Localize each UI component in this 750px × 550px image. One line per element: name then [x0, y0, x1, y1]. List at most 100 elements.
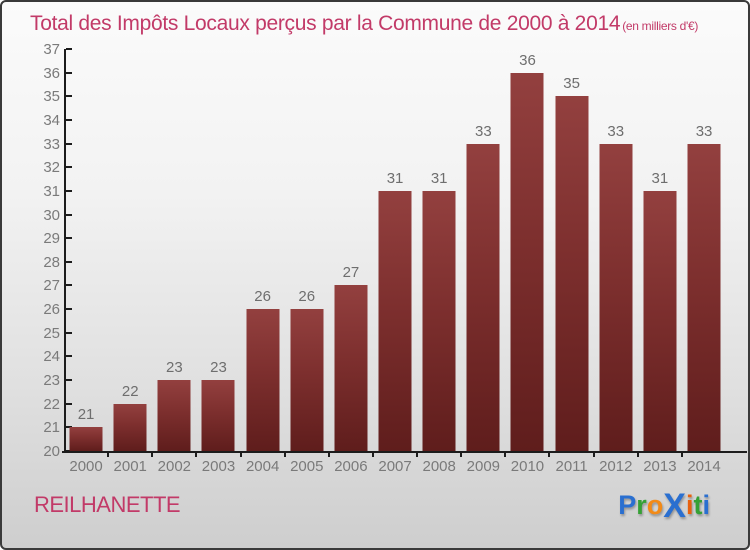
y-axis-tick-label: 30 — [43, 206, 60, 224]
x-axis-line — [62, 451, 747, 453]
bar-slot: 26 2004 — [241, 49, 285, 475]
proxiti-logo-letter: i — [685, 490, 694, 520]
x-axis-boundary-tick — [592, 453, 595, 457]
x-axis-tick-label: 2008 — [422, 458, 456, 475]
proxiti-logo[interactable]: ProXiti — [618, 487, 710, 525]
bar-slot: 33 2012 — [594, 49, 638, 475]
bar — [687, 143, 721, 451]
x-axis-tick-label: 2006 — [334, 458, 368, 475]
bar — [69, 427, 103, 451]
bar-value-label: 27 — [342, 264, 360, 282]
bar — [466, 143, 500, 451]
y-axis-tick-label: 35 — [43, 88, 60, 106]
proxiti-logo-letter: r — [636, 490, 647, 520]
bar-slot: 23 2002 — [152, 49, 196, 475]
bar-value-label: 31 — [651, 169, 669, 187]
x-axis-tick-label: 2014 — [687, 458, 721, 475]
x-axis-boundary-tick — [151, 453, 154, 457]
bar-value-label: 33 — [695, 122, 713, 140]
bar — [201, 380, 235, 451]
y-axis-tick-label: 29 — [43, 230, 60, 248]
bar-value-label: 23 — [166, 359, 183, 377]
bar-slot: 26 2005 — [285, 49, 329, 475]
y-axis-tick-label: 23 — [43, 372, 60, 390]
x-axis-tick-label: 2013 — [643, 458, 677, 475]
x-axis-boundary-tick — [195, 453, 198, 457]
x-axis-boundary-tick — [283, 453, 286, 457]
y-axis-tick-label: 37 — [43, 41, 60, 58]
x-axis-tick-label: 2002 — [157, 458, 192, 475]
bar — [422, 190, 456, 451]
y-axis-tick-label: 24 — [43, 348, 60, 366]
bar-value-label: 23 — [210, 359, 227, 377]
y-axis-tick-label: 34 — [43, 111, 60, 129]
bar-value-label: 26 — [254, 288, 271, 306]
x-axis-tick-label: 2003 — [201, 458, 236, 475]
y-axis-tick — [66, 402, 72, 405]
proxiti-logo-letter: P — [618, 490, 637, 520]
x-axis-tick-label: 2007 — [378, 458, 412, 475]
y-axis-tick-label: 25 — [43, 324, 60, 342]
bar — [643, 190, 677, 451]
bar — [599, 143, 633, 451]
x-axis-boundary-tick — [327, 453, 330, 457]
y-axis-tick-label: 21 — [43, 419, 60, 437]
bar-value-label: 33 — [474, 122, 492, 140]
y-axis-tick — [66, 142, 72, 145]
x-axis-tick-label: 2001 — [113, 458, 147, 475]
y-axis-tick-label: 31 — [43, 182, 60, 200]
bar-slot: 22 2001 — [108, 49, 152, 475]
y-axis-tick-label: 33 — [43, 135, 60, 153]
bar-slot: 27 2006 — [329, 49, 373, 475]
chart-title-text: Total des Impôts Locaux perçus par la Co… — [30, 12, 621, 35]
x-axis-boundary-tick — [416, 453, 419, 457]
y-axis-tick — [66, 71, 72, 74]
y-axis-tick — [66, 213, 72, 216]
x-axis-tick-label: 2011 — [555, 458, 588, 475]
y-axis-tick-label: 20 — [43, 443, 60, 460]
y-axis-tick-label: 26 — [43, 301, 60, 319]
bar-slot: 31 2007 — [373, 49, 417, 475]
bar-slot: 33 2009 — [461, 49, 505, 475]
bar-slot: 31 2008 — [417, 49, 461, 475]
y-axis-tick — [66, 331, 72, 334]
x-axis-boundary-tick — [680, 453, 683, 457]
y-axis-tick — [66, 189, 72, 192]
bar — [113, 403, 147, 451]
x-axis-boundary-tick — [107, 453, 110, 457]
bar-value-label: 26 — [298, 288, 316, 306]
y-axis-line — [64, 49, 66, 453]
y-axis-tick — [66, 237, 72, 240]
y-axis-tick — [66, 355, 72, 358]
x-axis-boundary-tick — [371, 453, 374, 457]
chart-title-unit-suffix: (en milliers d'€) — [622, 19, 699, 33]
y-axis-tick — [66, 260, 72, 263]
proxiti-logo-letter: i — [702, 490, 710, 520]
x-axis-boundary-tick — [239, 453, 242, 457]
x-axis-tick-label: 2005 — [290, 458, 324, 475]
x-axis-boundary-tick — [636, 453, 639, 457]
bar-slot: 36 2010 — [505, 49, 549, 475]
y-axis-tick-label: 32 — [43, 159, 60, 177]
commune-name: REILHANETTE — [34, 492, 181, 517]
bar-value-label: 35 — [563, 75, 580, 93]
bar — [157, 380, 191, 451]
x-axis-tick-label: 2000 — [69, 458, 103, 475]
bars-row: 21 2000 22 2001 23 2002 23 2003 26 2004 26 2005 27 20… — [64, 49, 726, 475]
y-axis-tick — [66, 284, 72, 287]
bar — [510, 72, 544, 451]
proxiti-logo-letter: X — [663, 487, 686, 525]
x-axis-tick-label: 2010 — [510, 458, 545, 475]
bar-value-label: 22 — [121, 382, 139, 400]
x-axis-tick-label: 2004 — [245, 458, 280, 475]
x-axis-boundary-tick — [460, 453, 463, 457]
x-axis-boundary-tick — [504, 453, 507, 457]
bar-slot: 21 2000 — [64, 49, 108, 475]
bar — [290, 309, 324, 451]
chart-title: Total des Impôts Locaux perçus par la Co… — [30, 12, 698, 36]
y-axis-tick-label: 36 — [43, 64, 60, 82]
y-axis-tick-label: 28 — [43, 253, 60, 271]
x-axis-tick-label: 2012 — [599, 458, 633, 475]
bar — [246, 309, 280, 451]
y-axis-tick — [66, 379, 72, 382]
